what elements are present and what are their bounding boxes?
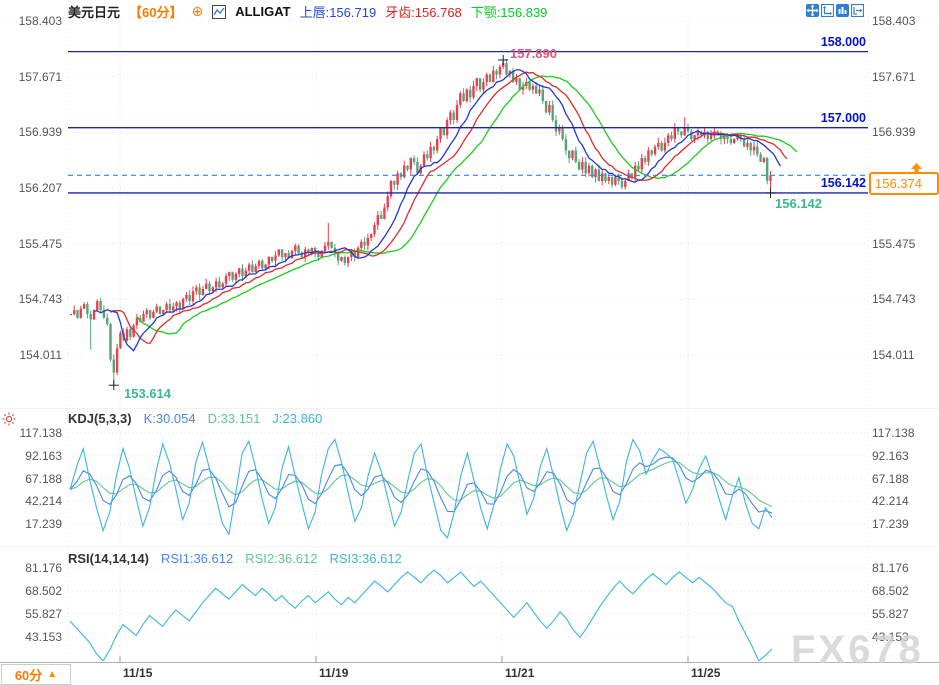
timeframe-button-label: 60分 [14, 668, 43, 683]
indicator-sun-icon[interactable] [2, 412, 16, 431]
exit-icon[interactable] [850, 3, 865, 18]
kdj-d-value: D:33.151 [207, 411, 261, 426]
timeframe-button[interactable]: 60分 ▲ [1, 664, 71, 685]
kdj-header: KDJ(5,3,3) K:30.054 D:33.151 J:23.860 [68, 411, 322, 426]
rsi3-value: RSI3:36.612 [329, 551, 402, 566]
collapse-icon[interactable]: ⊕ [191, 3, 204, 19]
hline-label-156142: 156.142 [820, 176, 866, 190]
chart-header: 美元日元 【60分】 ⊕ ALLIGAT 上唇:156.719 牙齿:156.7… [68, 2, 547, 21]
alligator-lips-value: 上唇:156.719 [299, 5, 377, 20]
rsi-title[interactable]: RSI(14,14,14) [68, 551, 149, 566]
zoom-axes-icon[interactable] [820, 3, 835, 18]
indicator-name[interactable]: ALLIGAT [235, 4, 291, 19]
symbol-title: 美元日元 [68, 5, 121, 20]
kdj-j-value: J:23.860 [272, 411, 323, 426]
pan-icon[interactable] [806, 4, 819, 17]
up-triangle-icon: ▲ [47, 669, 58, 680]
price-axis-box: 156.374 [869, 172, 939, 195]
rsi1-value: RSI1:36.612 [160, 551, 234, 566]
kdj-title[interactable]: KDJ(5,3,3) [68, 411, 132, 426]
hline-label-158: 158.000 [820, 35, 866, 49]
watermark: FX678 [791, 628, 924, 672]
timeframe-label: 【60分】 [129, 5, 183, 20]
hline-label-157: 157.000 [820, 111, 866, 125]
price-up-arrow-icon [909, 161, 924, 179]
kdj-k-value: K:30.054 [143, 411, 196, 426]
alligator-teeth-value: 牙齿:156.768 [385, 5, 462, 20]
chart-type-icon[interactable] [836, 4, 849, 17]
low-annotation: 153.614 [124, 386, 171, 401]
rsi-header: RSI(14,14,14) RSI1:36.612 RSI2:36.612 RS… [68, 551, 402, 566]
last-price-annotation: 156.142 [775, 196, 822, 211]
indicator-mini-icon[interactable] [212, 4, 227, 19]
rsi2-value: RSI2:36.612 [245, 551, 318, 566]
alligator-jaw-value: 下颚:156.839 [470, 5, 548, 20]
high-annotation: 157.890 [510, 46, 557, 61]
